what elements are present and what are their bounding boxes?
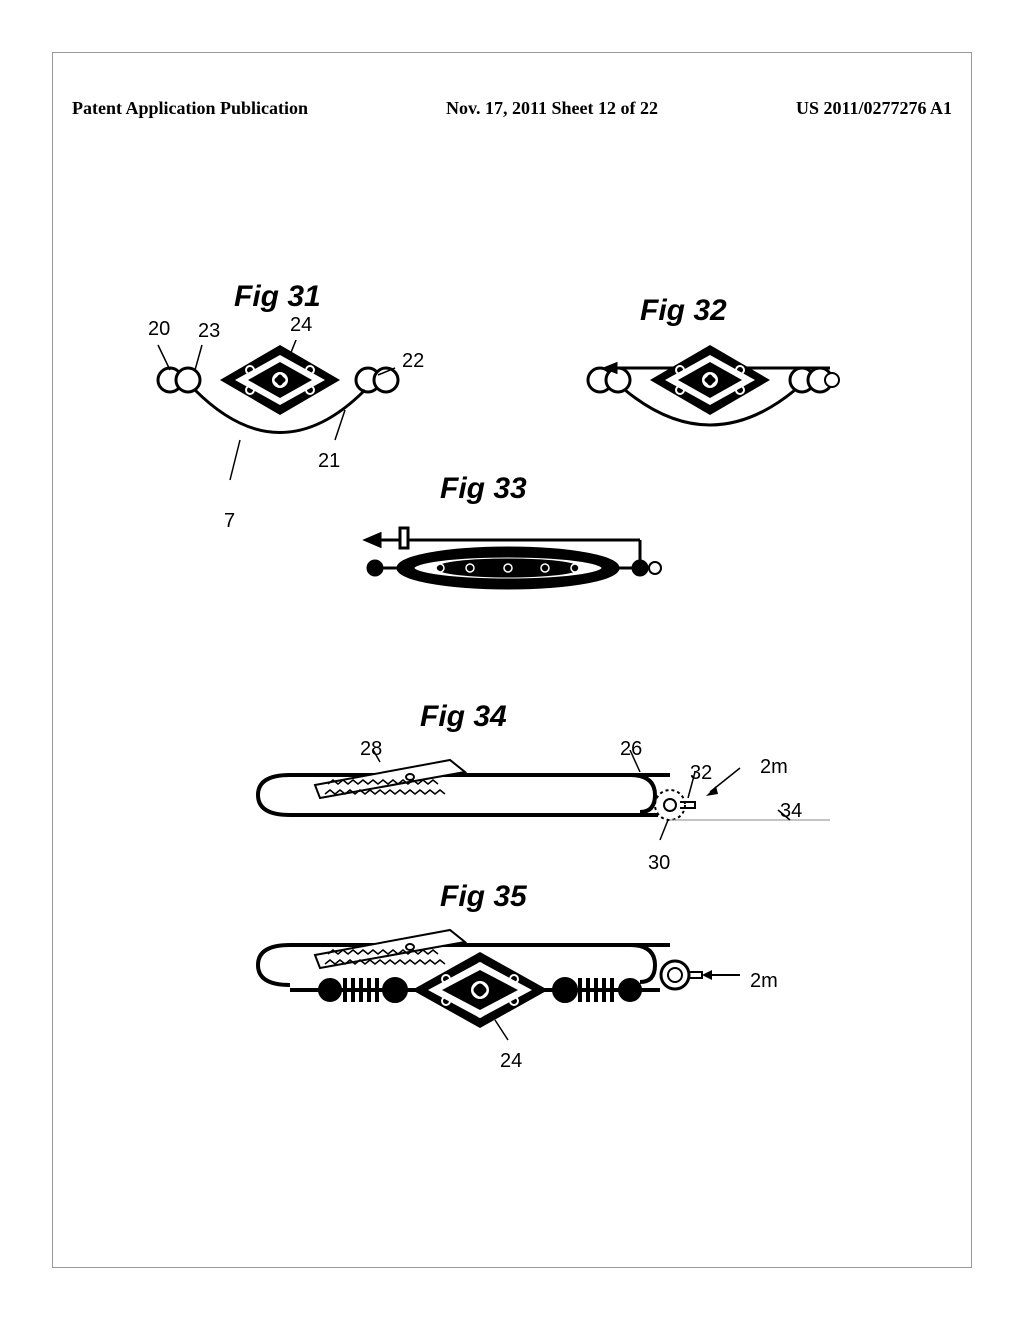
fig31-drawing <box>140 340 430 500</box>
header-right: US 2011/0277276 A1 <box>796 98 952 119</box>
ref-20: 20 <box>148 318 170 341</box>
header-center: Nov. 17, 2011 Sheet 12 of 22 <box>446 98 658 119</box>
fig32-drawing <box>570 340 860 470</box>
fig33-drawing <box>340 520 680 620</box>
fig33-label: Fig 33 <box>440 472 527 506</box>
fig35-label: Fig 35 <box>440 880 527 914</box>
fig34-drawing <box>250 750 850 870</box>
header-left: Patent Application Publication <box>72 98 308 119</box>
page-header: Patent Application Publication Nov. 17, … <box>72 98 952 119</box>
fig32-label: Fig 32 <box>640 294 727 328</box>
page-border <box>52 52 972 1268</box>
ref-24a: 24 <box>290 314 312 337</box>
fig35-drawing <box>250 920 770 1070</box>
fig31-label: Fig 31 <box>234 280 321 314</box>
ref-7: 7 <box>224 510 235 533</box>
fig34-label: Fig 34 <box>420 700 507 734</box>
